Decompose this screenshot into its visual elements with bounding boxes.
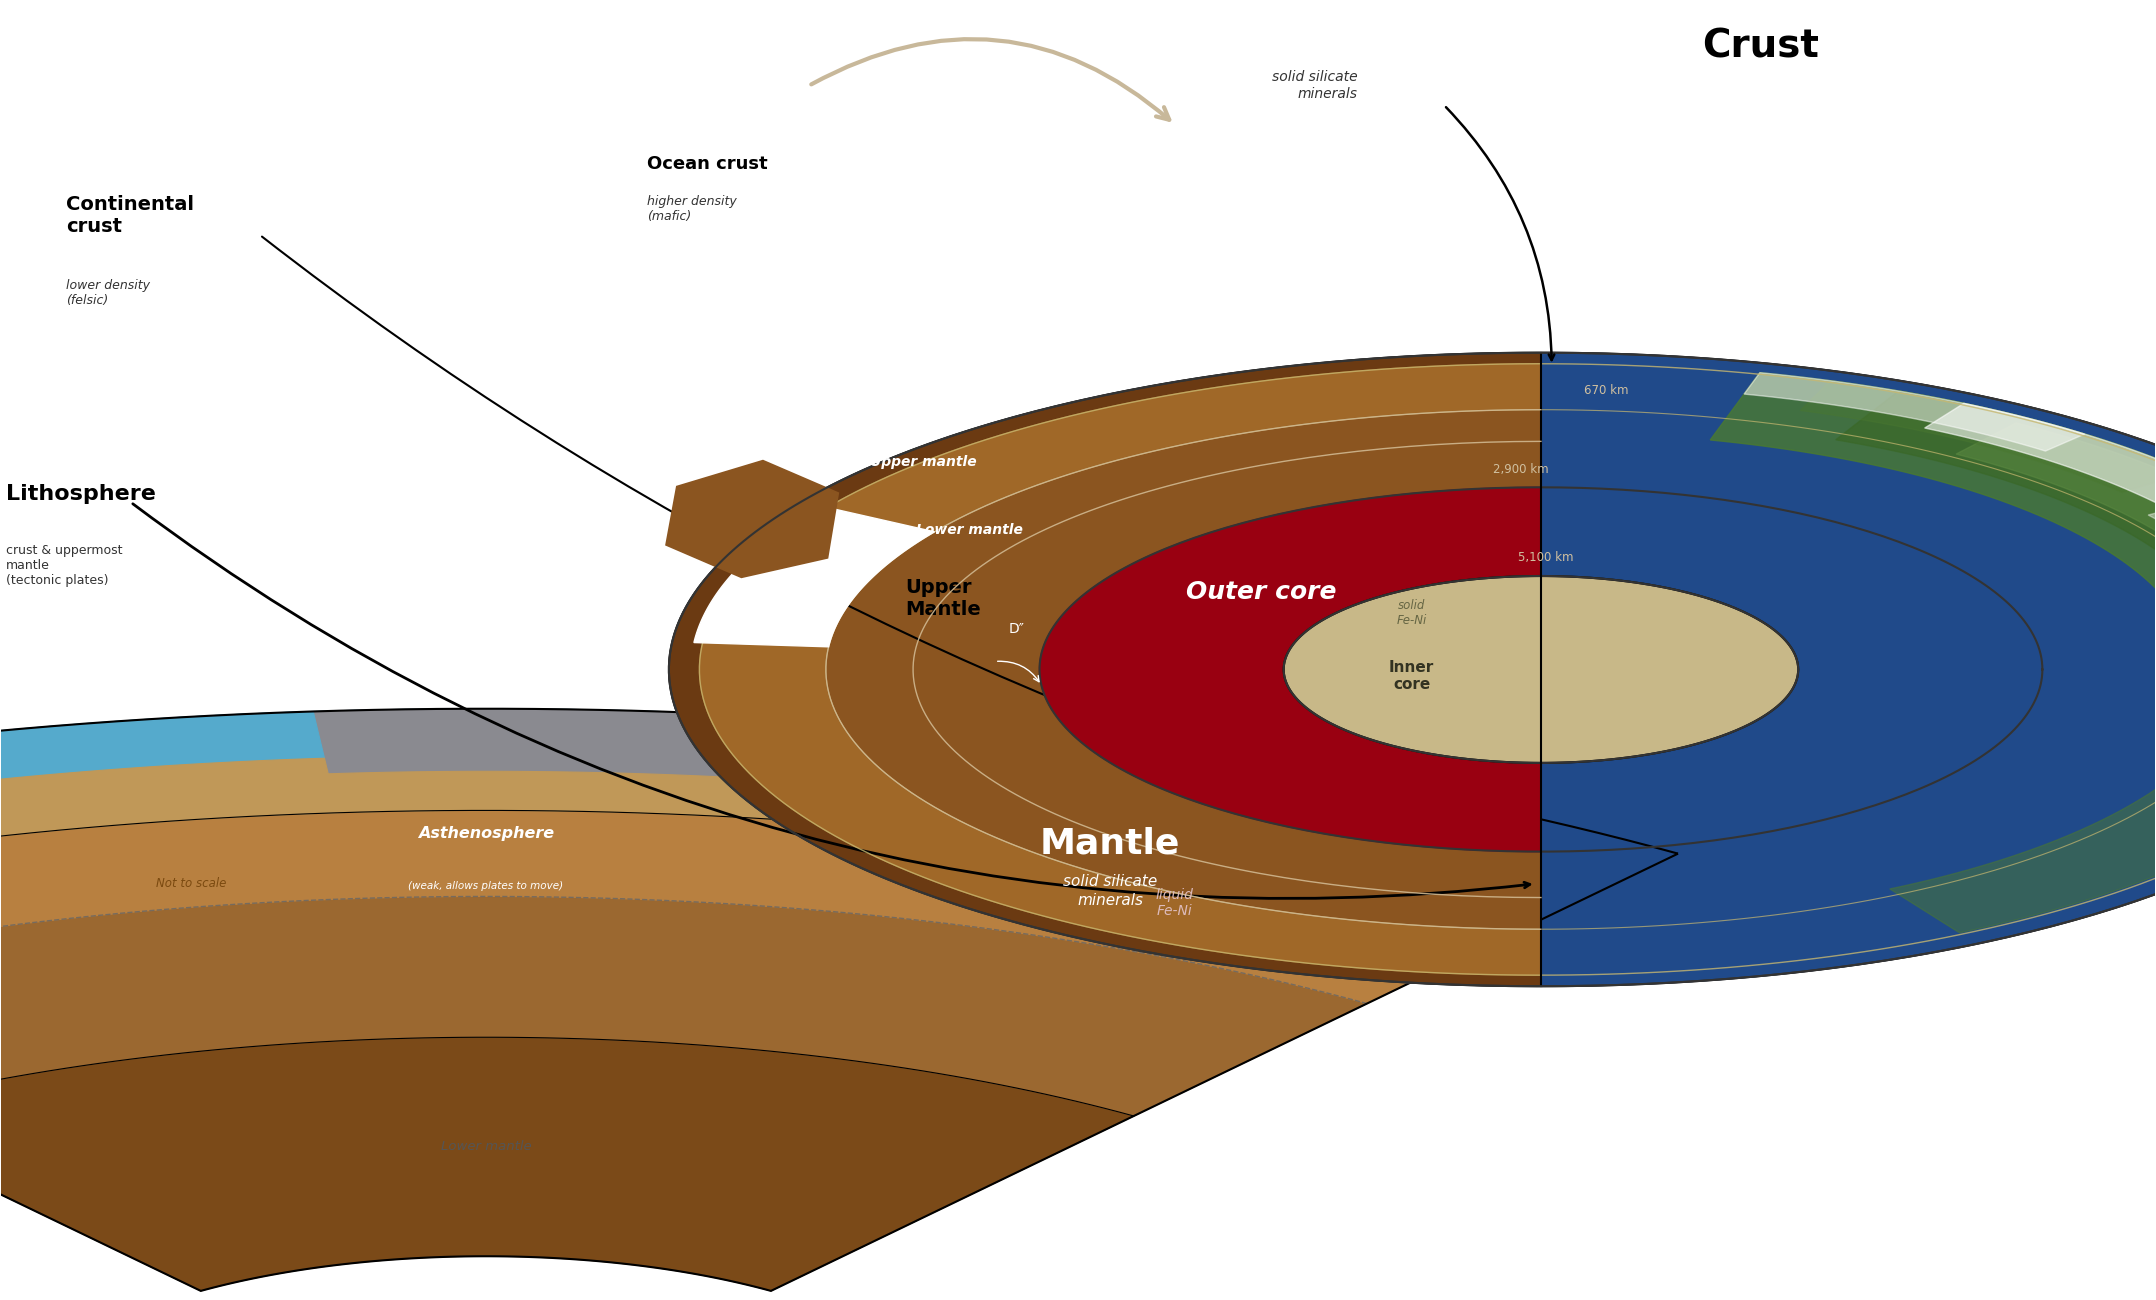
Polygon shape bbox=[668, 352, 1542, 987]
Polygon shape bbox=[1744, 373, 2085, 451]
Text: Mantle: Mantle bbox=[1039, 827, 1181, 861]
Polygon shape bbox=[0, 755, 1600, 904]
Text: solid silicate
minerals: solid silicate minerals bbox=[1272, 70, 1358, 101]
Polygon shape bbox=[0, 1037, 1134, 1291]
Text: lower density
(felsic): lower density (felsic) bbox=[67, 280, 151, 307]
Text: Outer core: Outer core bbox=[1186, 580, 1337, 603]
Polygon shape bbox=[1891, 714, 2156, 933]
Polygon shape bbox=[1445, 854, 1677, 916]
Text: 670 km: 670 km bbox=[1585, 384, 1628, 396]
Polygon shape bbox=[826, 410, 1542, 930]
Text: solid silicate
minerals: solid silicate minerals bbox=[1063, 875, 1158, 907]
Polygon shape bbox=[1835, 391, 2156, 625]
Polygon shape bbox=[0, 724, 1651, 890]
Text: Continental
crust: Continental crust bbox=[67, 195, 194, 235]
Polygon shape bbox=[1542, 352, 2156, 987]
Text: liquid
Fe-Ni: liquid Fe-Ni bbox=[1156, 888, 1194, 918]
Text: crust & uppermost
mantle
(tectonic plates): crust & uppermost mantle (tectonic plate… bbox=[6, 545, 123, 588]
Text: Not to scale: Not to scale bbox=[157, 878, 226, 891]
Polygon shape bbox=[1039, 488, 1542, 852]
Polygon shape bbox=[668, 352, 2156, 987]
Polygon shape bbox=[0, 711, 323, 890]
Polygon shape bbox=[0, 708, 1677, 866]
Polygon shape bbox=[0, 897, 1367, 1115]
Text: Ocean crust: Ocean crust bbox=[647, 155, 768, 173]
Polygon shape bbox=[1925, 403, 2156, 530]
Text: Upper
Mantle: Upper Mantle bbox=[906, 577, 981, 619]
Polygon shape bbox=[0, 758, 338, 935]
Text: solid
Fe-Ni: solid Fe-Ni bbox=[1397, 599, 1427, 628]
Polygon shape bbox=[699, 364, 1542, 975]
Text: higher density
(mafic): higher density (mafic) bbox=[647, 195, 737, 222]
Polygon shape bbox=[2147, 495, 2156, 599]
FancyArrowPatch shape bbox=[811, 39, 1169, 120]
Text: 2,900 km: 2,900 km bbox=[1492, 463, 1548, 476]
Polygon shape bbox=[699, 364, 1542, 975]
Polygon shape bbox=[0, 771, 1574, 935]
Text: Upper mantle: Upper mantle bbox=[869, 455, 977, 469]
Text: Lower mantle: Lower mantle bbox=[440, 1140, 530, 1153]
Polygon shape bbox=[1710, 373, 2156, 649]
Polygon shape bbox=[1800, 381, 2156, 493]
Polygon shape bbox=[1283, 576, 1798, 763]
Text: D″: D″ bbox=[1009, 621, 1024, 636]
Polygon shape bbox=[313, 708, 1677, 903]
Polygon shape bbox=[666, 460, 839, 577]
Text: Lithosphere: Lithosphere bbox=[6, 485, 155, 504]
Text: Crust: Crust bbox=[1703, 27, 1820, 66]
Text: Lower mantle: Lower mantle bbox=[916, 523, 1022, 537]
Text: (weak, allows plates to move): (weak, allows plates to move) bbox=[407, 881, 563, 891]
Polygon shape bbox=[694, 506, 934, 647]
Text: Inner
core: Inner core bbox=[1388, 659, 1434, 692]
Polygon shape bbox=[1955, 422, 2156, 558]
Polygon shape bbox=[0, 810, 1509, 1004]
Polygon shape bbox=[265, 771, 1574, 935]
Text: 5,100 km: 5,100 km bbox=[1518, 551, 1574, 564]
Text: Asthenosphere: Asthenosphere bbox=[418, 827, 554, 841]
Polygon shape bbox=[668, 352, 1542, 987]
